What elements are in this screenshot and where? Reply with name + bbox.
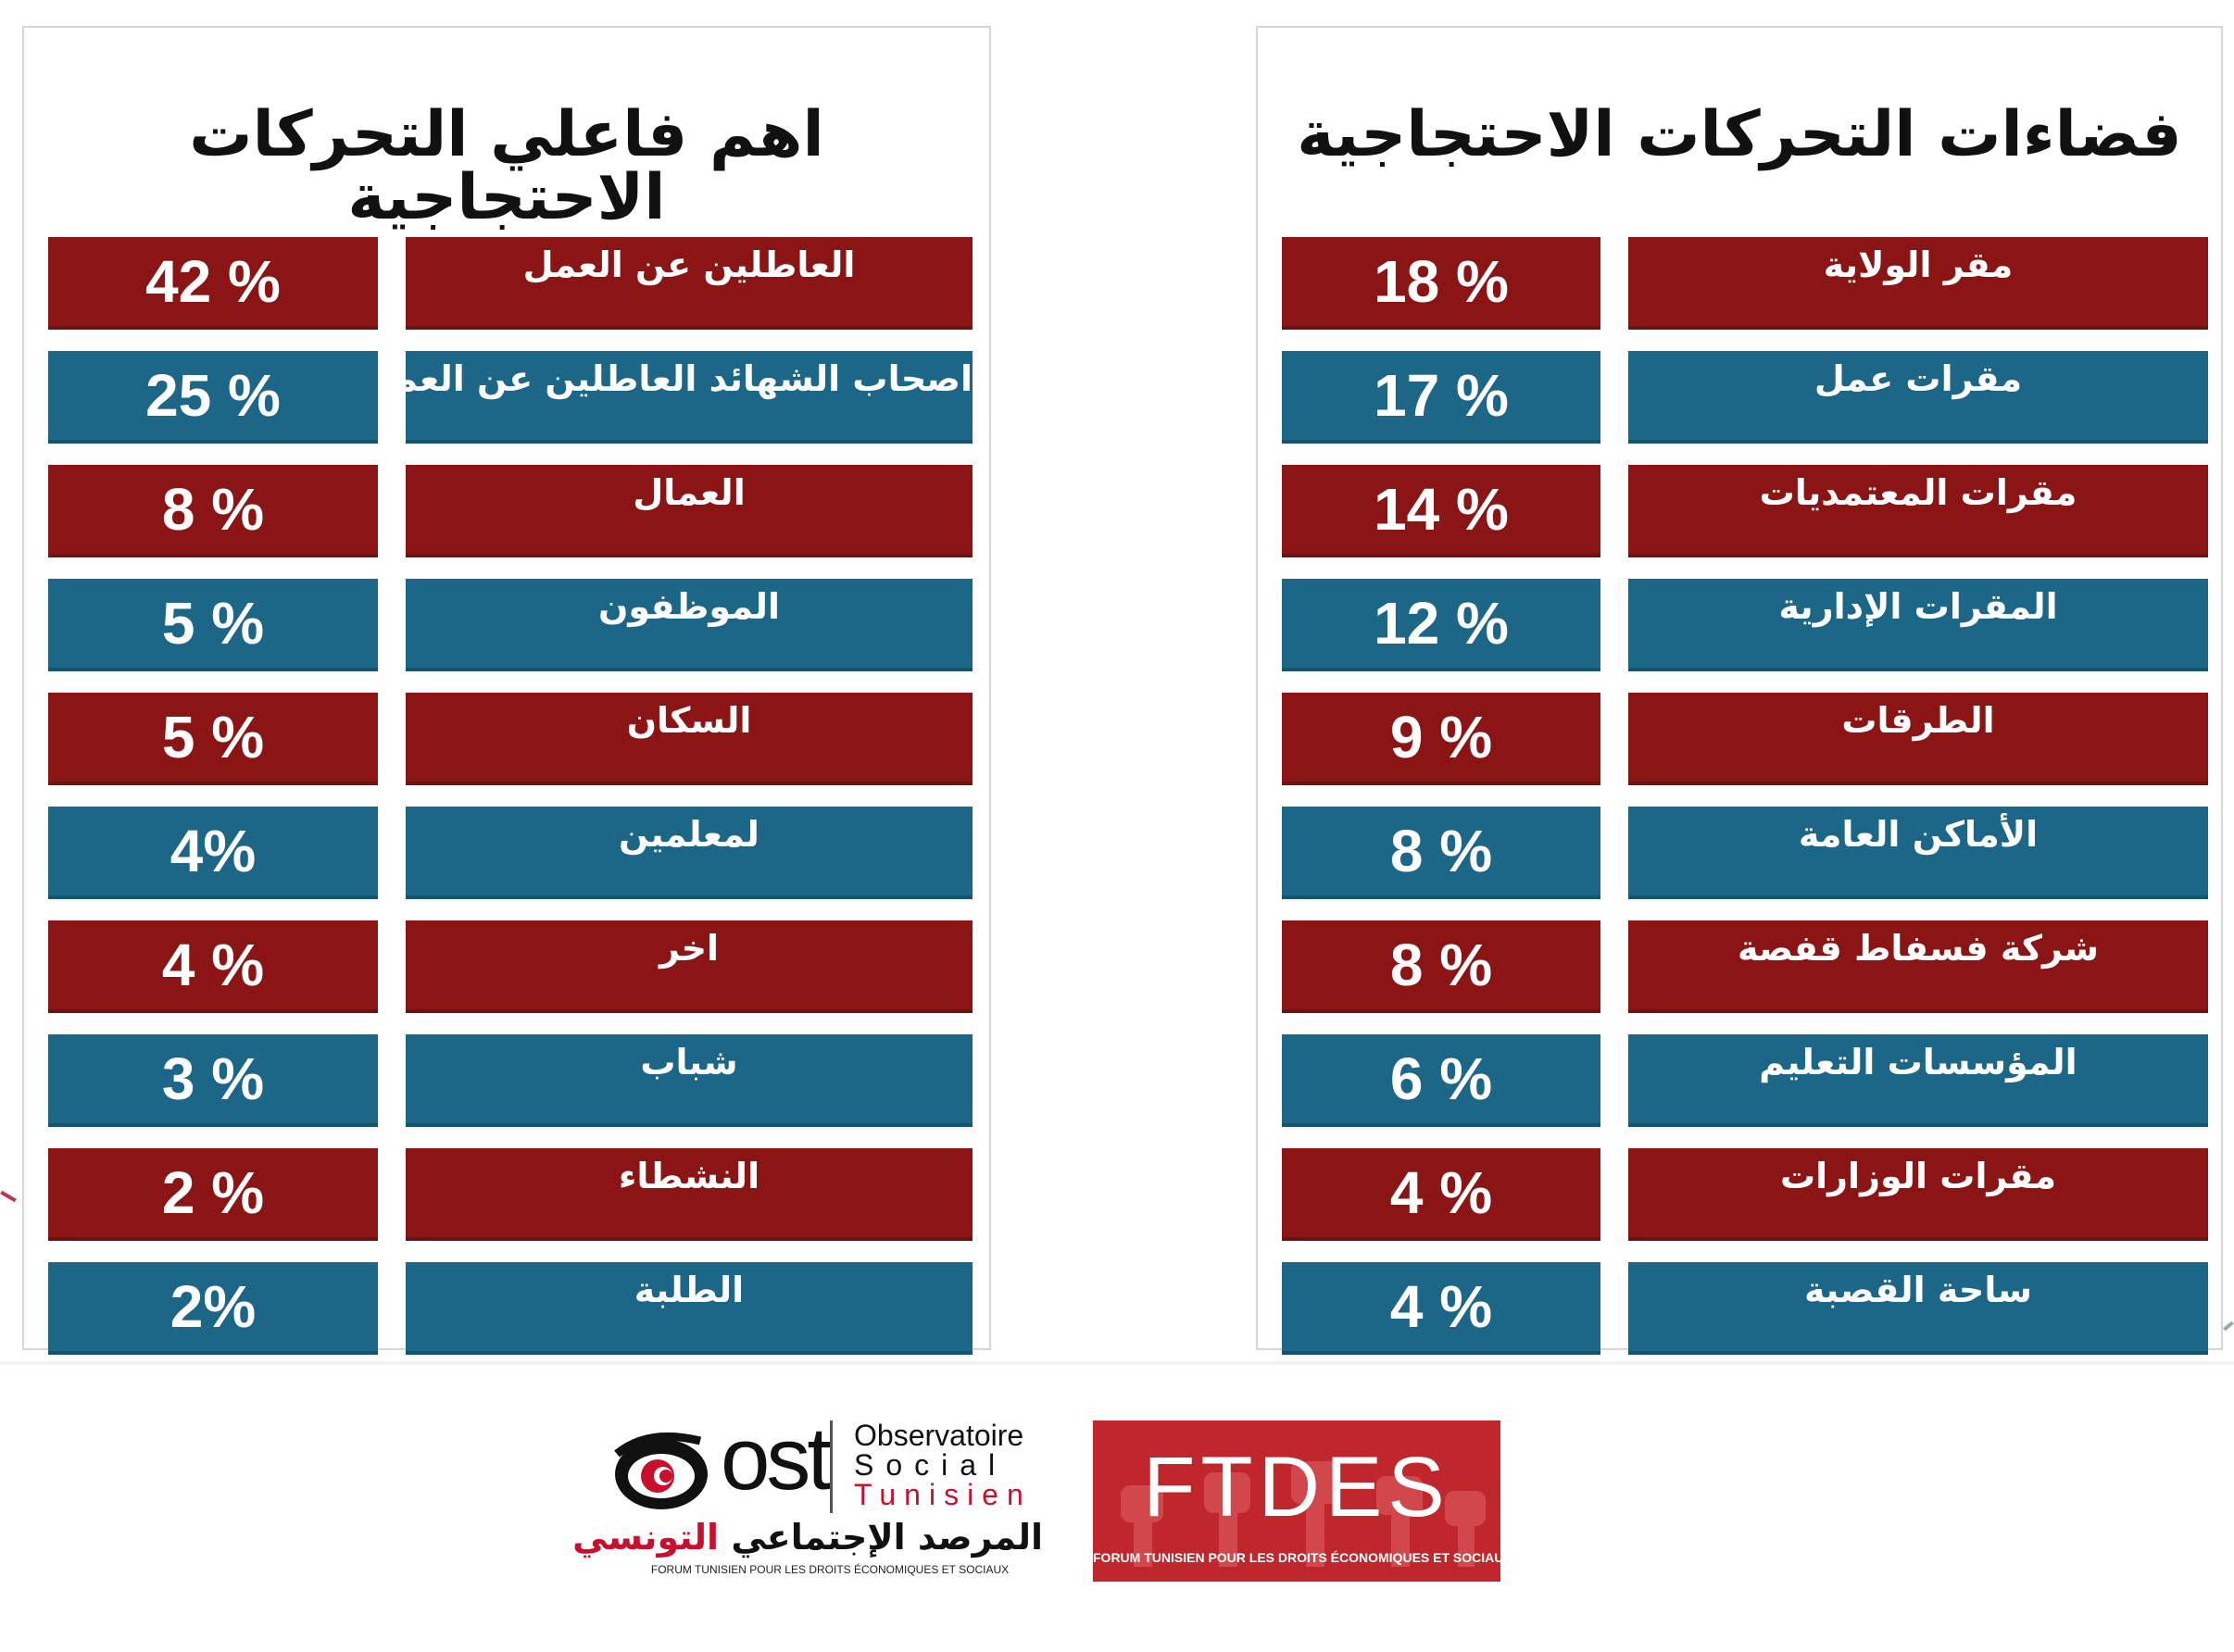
space-label-cell: المقرات الإدارية	[1628, 579, 2208, 671]
ost-french-name: Observatoire Social Tunisien	[854, 1420, 1032, 1509]
actor-percent-cell: 4%	[48, 807, 378, 899]
space-percent-cell: 4 %	[1282, 1262, 1600, 1355]
space-row: 14 % مقرات المعتمديات	[1258, 465, 2221, 557]
space-row: 12 % المقرات الإدارية	[1258, 579, 2221, 671]
actor-percent-cell: 4 %	[48, 920, 378, 1013]
spaces-panel-title: فضاءات التحركات الاحتجاجية	[1297, 98, 2182, 171]
actor-label-cell: العاطلين عن العمل	[406, 237, 973, 330]
space-row: 8 % الأماكن العامة	[1258, 807, 2221, 899]
ost-wordmark: ost	[721, 1409, 832, 1508]
divider	[0, 1361, 2234, 1365]
space-label-cell: الطرقات	[1628, 693, 2208, 785]
space-label-cell: مقرات عمل	[1628, 351, 2208, 444]
ost-arabic-red: التونسي	[572, 1517, 720, 1558]
space-percent-cell: 9 %	[1282, 693, 1600, 785]
space-row: 8 % شركة فسفاط قفصة	[1258, 920, 2221, 1013]
space-label-cell: مقر الولاية	[1628, 237, 2208, 330]
ost-separator	[830, 1420, 833, 1513]
space-label-cell: مقرات المعتمديات	[1628, 465, 2208, 557]
actor-row: 5 % الموظفون	[24, 579, 989, 671]
edge-decoration	[0, 1190, 17, 1203]
actor-percent-cell: 25 %	[48, 351, 378, 444]
ost-logo: ost Observatoire Social Tunisien المرصد …	[572, 1409, 1047, 1582]
actor-row: 25 % اصحاب الشهائد العاطلين عن العمل	[24, 351, 989, 444]
ftdes-logo: FTDES FORUM TUNISIEN POUR LES DROITS ÉCO…	[1093, 1420, 1500, 1582]
ost-arabic-name: المرصد الإجتماعي التونسي	[572, 1517, 1043, 1558]
actor-label-cell: لمعلمين	[406, 807, 973, 899]
actor-label-cell: اخر	[406, 920, 973, 1013]
actor-percent-cell: 8 %	[48, 465, 378, 557]
actor-label-cell: الموظفون	[406, 579, 973, 671]
ost-arabic-black: المرصد الإجتماعي	[731, 1517, 1043, 1558]
ftdes-wordmark: FTDES	[1143, 1440, 1450, 1534]
actor-row: 2% الطلبة	[24, 1262, 989, 1355]
ost-line2: Social	[854, 1448, 1008, 1482]
space-label-cell: المؤسسات التعليم	[1628, 1034, 2208, 1127]
ost-forum-text: FORUM TUNISIEN POUR LES DROITS ÉCONOMIQU…	[650, 1563, 1010, 1576]
actor-label-cell: الطلبة	[406, 1262, 973, 1355]
actor-percent-cell: 42 %	[48, 237, 378, 330]
actor-label-cell: النشطاء	[406, 1148, 973, 1241]
space-percent-cell: 6 %	[1282, 1034, 1600, 1127]
raised-fists-icon	[1121, 1461, 1486, 1567]
ost-eye-icon	[614, 1432, 708, 1509]
actor-percent-cell: 5 %	[48, 693, 378, 785]
space-label-cell: شركة فسفاط قفصة	[1628, 920, 2208, 1013]
space-percent-cell: 12 %	[1282, 579, 1600, 671]
ftdes-forum-text: FORUM TUNISIEN POUR LES DROITS ÉCONOMIQU…	[1093, 1550, 1500, 1565]
actor-row: 3 % شباب	[24, 1034, 989, 1127]
actors-panel-title: اهم فاعلي التحركات الاحتجاجية	[189, 98, 824, 234]
space-percent-cell: 4 %	[1282, 1148, 1600, 1241]
actor-row: 5 % السكان	[24, 693, 989, 785]
actor-percent-cell: 2 %	[48, 1148, 378, 1241]
space-row: 6 % المؤسسات التعليم	[1258, 1034, 2221, 1127]
actor-row: 2 % النشطاء	[24, 1148, 989, 1241]
space-percent-cell: 17 %	[1282, 351, 1600, 444]
ost-line3: Tunisien	[854, 1478, 1032, 1511]
space-row: 4 % مقرات الوزارات	[1258, 1148, 2221, 1241]
space-row: 9 % الطرقات	[1258, 693, 2221, 785]
space-label-cell: ساحة القصبة	[1628, 1262, 2208, 1355]
actor-label-cell: السكان	[406, 693, 973, 785]
space-row: 18 % مقر الولاية	[1258, 237, 2221, 330]
actor-row: 4 % اخر	[24, 920, 989, 1013]
space-row: 17 % مقرات عمل	[1258, 351, 2221, 444]
space-row: 4 % ساحة القصبة	[1258, 1262, 2221, 1355]
spaces-panel: فضاءات التحركات الاحتجاجية 18 % مقر الولا…	[1256, 26, 2223, 1355]
actor-label-cell: العمال	[406, 465, 973, 557]
space-percent-cell: 8 %	[1282, 920, 1600, 1013]
actor-row: 42 % العاطلين عن العمل	[24, 237, 989, 330]
space-percent-cell: 8 %	[1282, 807, 1600, 899]
actor-percent-cell: 5 %	[48, 579, 378, 671]
space-percent-cell: 14 %	[1282, 465, 1600, 557]
actor-row: 8 % العمال	[24, 465, 989, 557]
space-label-cell: مقرات الوزارات	[1628, 1148, 2208, 1241]
space-percent-cell: 18 %	[1282, 237, 1600, 330]
actor-percent-cell: 3 %	[48, 1034, 378, 1127]
ost-line1: Observatoire	[854, 1419, 1024, 1452]
edge-decoration-right	[2223, 1320, 2234, 1332]
actor-row: 4% لمعلمين	[24, 807, 989, 899]
space-label-cell: الأماكن العامة	[1628, 807, 2208, 899]
actor-label-cell: شباب	[406, 1034, 973, 1127]
actors-panel: اهم فاعلي التحركات الاحتجاجية 42 % العاطل…	[22, 26, 991, 1355]
actor-label-cell: اصحاب الشهائد العاطلين عن العمل	[406, 351, 973, 444]
actor-percent-cell: 2%	[48, 1262, 378, 1355]
